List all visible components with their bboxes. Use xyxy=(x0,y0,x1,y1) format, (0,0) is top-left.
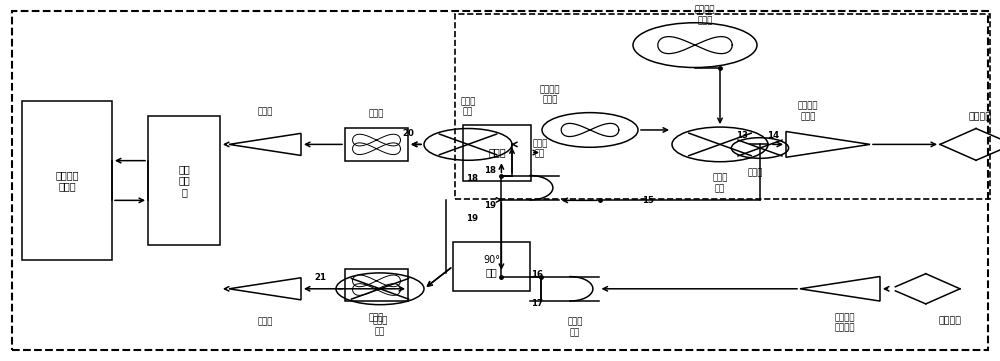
Text: 第二单频
微波源: 第二单频 微波源 xyxy=(695,6,715,25)
Bar xyxy=(345,128,408,161)
Text: 15: 15 xyxy=(642,196,654,205)
Text: 第五功
分器: 第五功 分器 xyxy=(567,318,583,337)
Text: 第七混
频器: 第七混 频器 xyxy=(372,317,388,336)
Text: 第六功
分器: 第六功 分器 xyxy=(532,139,548,159)
Text: 第六混
频器: 第六混 频器 xyxy=(460,97,476,117)
Text: 19: 19 xyxy=(466,214,478,223)
Text: 放大器: 放大器 xyxy=(257,107,273,116)
Text: 滤波器: 滤波器 xyxy=(369,109,384,118)
Bar xyxy=(22,101,112,260)
Text: 接收天线: 接收天线 xyxy=(938,317,962,326)
Text: 第二功率
放大器: 第二功率 放大器 xyxy=(798,101,818,121)
Text: 发射天线: 发射天线 xyxy=(968,113,992,122)
Text: 第二低噪
声放大器: 第二低噪 声放大器 xyxy=(835,313,855,333)
Text: 数字信号
处理器: 数字信号 处理器 xyxy=(55,170,79,191)
Bar xyxy=(453,242,530,291)
Text: 锯齿波: 锯齿波 xyxy=(488,148,506,157)
Text: 第二压控
振荡器: 第二压控 振荡器 xyxy=(540,85,560,104)
Text: 21: 21 xyxy=(314,274,326,282)
Text: 耦合器: 耦合器 xyxy=(747,169,763,178)
Text: 16: 16 xyxy=(531,270,543,279)
Text: 19: 19 xyxy=(484,201,496,210)
Text: 滤波器: 滤波器 xyxy=(369,313,384,322)
Text: 18: 18 xyxy=(466,174,478,183)
Bar xyxy=(148,116,220,245)
Bar xyxy=(463,125,531,180)
Text: 17: 17 xyxy=(531,299,543,308)
Text: 13: 13 xyxy=(736,131,748,140)
Text: 14: 14 xyxy=(767,131,779,140)
Text: 20: 20 xyxy=(402,129,414,138)
Bar xyxy=(345,269,408,301)
Text: 模数
转换
器: 模数 转换 器 xyxy=(178,164,190,197)
Text: 18: 18 xyxy=(484,166,496,175)
Bar xyxy=(455,14,990,199)
Text: 放大器: 放大器 xyxy=(257,317,273,326)
Text: 90°
相移: 90° 相移 xyxy=(483,256,500,277)
Text: 第五混
频器: 第五混 频器 xyxy=(712,174,728,193)
